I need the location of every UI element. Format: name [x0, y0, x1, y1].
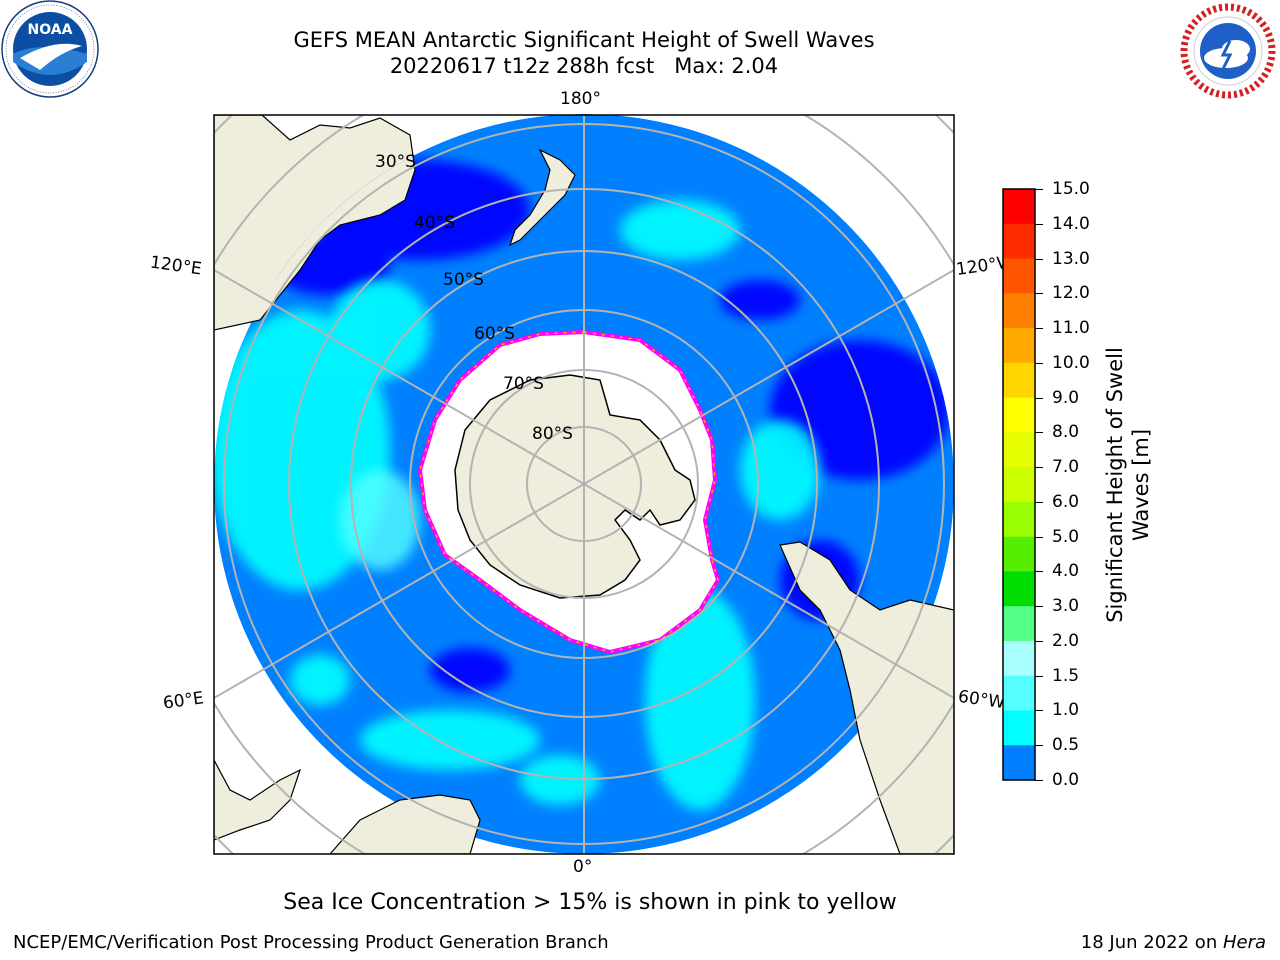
lat-label-70s: 70°S [503, 374, 544, 394]
sea-ice-edge-yellow [419, 331, 719, 653]
lat-label-60s: 60°S [474, 324, 515, 344]
colorbar-segment [1003, 258, 1035, 294]
colorbar-segment [1003, 640, 1035, 677]
colorbar-segment [1003, 362, 1035, 399]
lon-label-0: 0° [573, 857, 593, 877]
colorbar-tick-label: 2.0 [1052, 630, 1080, 651]
colorbar-segment [1003, 432, 1035, 468]
colorbar-tick-mark [1035, 223, 1043, 225]
colorbar-segment [1003, 536, 1035, 572]
colorbar-tick-label: 0.5 [1052, 735, 1080, 756]
colorbar-tick-mark [1035, 189, 1043, 190]
new-zealand-landmass [508, 148, 576, 247]
map-subtitle: 20220617 t12z 288h fcst Max: 2.04 [389, 54, 779, 78]
svg-text:NOAA: NOAA [28, 22, 73, 38]
colorbar-tick-label: 12.0 [1052, 283, 1090, 304]
madagascar-landmass [214, 759, 302, 841]
noaa-logo: NOAA [1, 0, 99, 98]
footer-credit: NCEP/EMC/Verification Post Processing Pr… [13, 932, 609, 953]
graticule [214, 115, 954, 854]
lon-label-180: 180° [560, 89, 601, 109]
colorbar-segment [1003, 189, 1035, 225]
colorbar-segment [1003, 223, 1035, 260]
colorbar-segment [1003, 606, 1035, 642]
colorbar-tick-mark [1035, 640, 1043, 642]
lat-label-50s: 50°S [443, 270, 484, 290]
colorbar-tick-label: 10.0 [1052, 352, 1090, 373]
colorbar [1002, 188, 1036, 781]
colorbar-segment [1003, 293, 1035, 329]
colorbar-tick-label: 0.0 [1052, 770, 1080, 790]
colorbar-tick-label: 11.0 [1052, 318, 1090, 339]
lat-label-80s: 80°S [532, 424, 573, 444]
footer-host: Hera [1222, 932, 1266, 953]
colorbar-tick-label: 13.0 [1052, 248, 1090, 269]
colorbar-tick-label: 4.0 [1052, 561, 1080, 582]
footer-date: 18 Jun 2022 on Hera [1080, 932, 1266, 953]
colorbar-tick-mark [1035, 293, 1043, 295]
colorbar-tick-mark [1035, 467, 1043, 469]
colorbar-tick-mark [1035, 710, 1043, 712]
colorbar-tick-label: 3.0 [1052, 596, 1080, 617]
colorbar-tick-mark [1035, 536, 1043, 538]
map-title: GEFS MEAN Antarctic Significant Height o… [293, 28, 875, 52]
colorbar-tick-label: 8.0 [1052, 422, 1080, 443]
colorbar-segment [1003, 710, 1035, 746]
colorbar-tick-mark [1035, 501, 1043, 503]
colorbar-tick-mark [1035, 745, 1043, 747]
lat-label-30s: 30°S [375, 152, 416, 172]
colorbar-segment [1003, 745, 1035, 781]
colorbar-segment [1003, 397, 1035, 433]
colorbar-tick-label: 5.0 [1052, 526, 1080, 547]
colorbar-tick-label: 1.5 [1052, 665, 1080, 686]
nws-logo [1180, 3, 1276, 99]
colorbar-segment [1003, 328, 1035, 364]
colorbar-tick-mark [1035, 362, 1043, 364]
sea-ice-note: Sea Ice Concentration > 15% is shown in … [283, 890, 897, 915]
colorbar-tick-mark [1035, 675, 1043, 677]
lat-label-40s: 40°S [414, 213, 455, 233]
colorbar-segment [1003, 571, 1035, 607]
colorbar-tick-label: 7.0 [1052, 457, 1080, 478]
colorbar-tick-mark [1035, 397, 1043, 399]
colorbar-segment [1003, 467, 1035, 503]
colorbar-tick-mark [1035, 780, 1043, 781]
colorbar-tick-mark [1035, 432, 1043, 434]
colorbar-tick-label: 6.0 [1052, 491, 1080, 512]
colorbar-tick-label: 14.0 [1052, 213, 1090, 234]
colorbar-tick-label: 15.0 [1052, 179, 1090, 199]
antarctica-landmass [454, 374, 696, 599]
colorbar-tick-label: 9.0 [1052, 387, 1080, 408]
colorbar-tick-mark [1035, 571, 1043, 573]
colorbar-title: Significant Height of Swell Waves [m] [1103, 347, 1153, 623]
map-frame [213, 114, 955, 855]
colorbar-tick-mark [1035, 328, 1043, 330]
colorbar-tick-label: 1.0 [1052, 700, 1080, 721]
colorbar-tick-mark [1035, 258, 1043, 260]
colorbar-segment [1003, 675, 1035, 711]
colorbar-tick-mark [1035, 606, 1043, 608]
colorbar-segment [1003, 501, 1035, 538]
